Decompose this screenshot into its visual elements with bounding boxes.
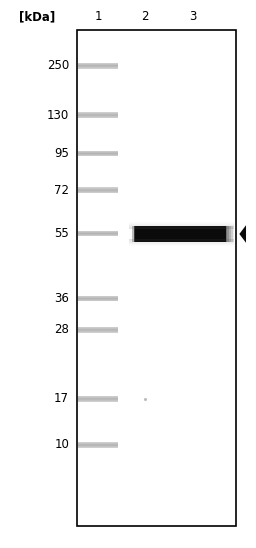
Bar xyxy=(129,239,234,240)
Text: 1: 1 xyxy=(95,10,102,23)
Bar xyxy=(190,226,191,242)
Bar xyxy=(198,226,200,242)
Bar xyxy=(152,226,154,242)
Bar xyxy=(226,226,227,242)
Bar xyxy=(139,226,140,242)
Text: 17: 17 xyxy=(54,392,69,406)
Bar xyxy=(129,240,234,241)
Polygon shape xyxy=(239,225,246,243)
Bar xyxy=(129,222,234,224)
Bar xyxy=(129,225,234,226)
Bar xyxy=(154,226,156,242)
Bar xyxy=(142,226,144,242)
Text: 28: 28 xyxy=(54,323,69,336)
Bar xyxy=(168,226,169,242)
Bar xyxy=(180,226,181,242)
Bar xyxy=(185,226,186,242)
Bar xyxy=(217,226,219,242)
Bar xyxy=(221,226,222,242)
Bar xyxy=(181,226,183,242)
Bar xyxy=(151,226,152,242)
Bar xyxy=(145,226,147,242)
Bar xyxy=(210,226,212,242)
Text: 55: 55 xyxy=(54,227,69,240)
Bar xyxy=(186,226,188,242)
Bar xyxy=(193,226,195,242)
Bar xyxy=(129,227,234,229)
Bar xyxy=(204,226,205,242)
Text: 250: 250 xyxy=(47,59,69,72)
Bar xyxy=(176,226,178,242)
Bar xyxy=(140,226,142,242)
Bar xyxy=(209,226,210,242)
Bar xyxy=(144,226,145,242)
Bar xyxy=(77,30,236,526)
Bar xyxy=(195,226,197,242)
Bar xyxy=(222,226,224,242)
Bar xyxy=(129,224,234,225)
Bar xyxy=(212,226,214,242)
Text: [kDa]: [kDa] xyxy=(19,10,56,23)
Bar xyxy=(156,226,157,242)
Text: 72: 72 xyxy=(54,184,69,197)
Bar xyxy=(214,226,216,242)
Text: 2: 2 xyxy=(141,10,148,23)
Bar xyxy=(135,226,137,242)
Bar xyxy=(159,226,161,242)
Bar xyxy=(224,226,226,242)
Bar xyxy=(161,226,163,242)
Bar xyxy=(188,226,190,242)
Bar xyxy=(175,226,176,242)
Bar xyxy=(129,243,234,244)
Bar xyxy=(227,226,229,242)
Bar xyxy=(129,226,234,227)
Bar xyxy=(132,226,134,242)
Bar xyxy=(183,226,185,242)
Text: 10: 10 xyxy=(54,438,69,452)
Text: 36: 36 xyxy=(54,292,69,305)
Bar xyxy=(191,226,193,242)
Bar xyxy=(229,226,231,242)
Bar xyxy=(129,241,234,242)
Bar xyxy=(216,226,217,242)
Bar xyxy=(202,226,204,242)
Text: 130: 130 xyxy=(47,109,69,122)
Bar xyxy=(149,226,151,242)
Bar xyxy=(169,226,171,242)
Bar xyxy=(164,226,166,242)
Text: 3: 3 xyxy=(190,10,197,23)
Bar xyxy=(219,226,221,242)
Bar xyxy=(173,226,175,242)
Bar xyxy=(137,226,139,242)
Bar xyxy=(207,226,209,242)
Bar xyxy=(178,226,180,242)
Bar xyxy=(134,226,135,242)
Bar xyxy=(197,226,198,242)
Bar xyxy=(171,226,173,242)
Bar xyxy=(231,226,232,242)
Bar xyxy=(232,226,234,242)
Bar xyxy=(200,226,202,242)
Bar xyxy=(157,226,159,242)
Bar xyxy=(147,226,149,242)
Bar xyxy=(166,226,168,242)
Bar xyxy=(205,226,207,242)
Bar xyxy=(129,244,234,246)
Bar xyxy=(129,242,234,243)
Bar xyxy=(163,226,164,242)
Text: 95: 95 xyxy=(54,147,69,160)
